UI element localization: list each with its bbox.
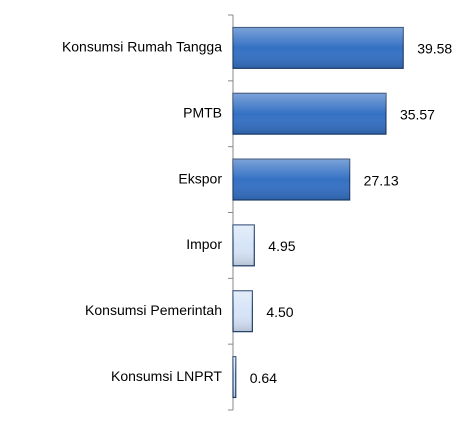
- value-label: 27.13: [364, 172, 399, 188]
- value-label: 39.58: [417, 41, 452, 57]
- y-tick-label: Konsumsi LNPRT: [111, 368, 222, 384]
- value-label: 4.95: [268, 238, 295, 254]
- bar-shade: [233, 27, 404, 69]
- value-label: 35.57: [400, 106, 435, 122]
- bar-shade: [233, 225, 255, 266]
- bar-shade: [233, 290, 253, 332]
- value-label: 0.64: [250, 370, 277, 386]
- y-tick-label: Ekspor: [178, 170, 222, 186]
- y-tick-label: Impor: [186, 236, 222, 252]
- y-tick-label: PMTB: [183, 104, 222, 120]
- y-tick-label: Konsumsi Pemerintah: [85, 302, 222, 318]
- bar-shade: [233, 356, 236, 398]
- value-label: 4.50: [266, 304, 293, 320]
- bar-shade: [233, 159, 350, 200]
- bar-shade: [233, 93, 386, 135]
- y-tick-label: Konsumsi Rumah Tangga: [62, 39, 222, 55]
